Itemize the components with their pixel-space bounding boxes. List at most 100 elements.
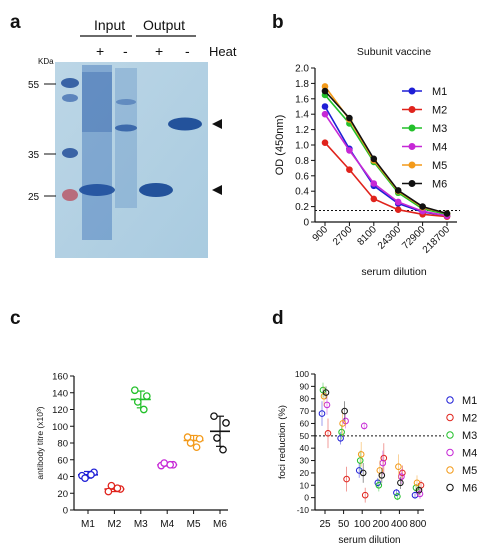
data-point-m6 (419, 203, 426, 210)
lane5-band-40k (168, 117, 202, 131)
data-point-m3 (139, 405, 148, 414)
data-point-m1 (393, 489, 400, 496)
ladder-band-red (62, 189, 78, 201)
x-tick-label: M6 (213, 519, 227, 530)
data-point-m2 (394, 206, 402, 213)
data-point-m2 (346, 166, 353, 173)
x-axis-label: serum dilution (338, 535, 400, 546)
x-tick-label: M1 (81, 519, 95, 530)
titre-chart: 0 20 40 60 80 100 120 140 160 antibody titre (x10… (35, 372, 230, 530)
legend-label: M4 (462, 448, 477, 460)
arrow-25k (212, 185, 222, 195)
y-tick-label: 1.4 (295, 110, 309, 121)
data-point-m3 (142, 392, 151, 400)
data-point-m5 (339, 420, 346, 427)
y-tick-label: 80 (57, 439, 68, 450)
x-tick-label: M3 (134, 519, 148, 530)
y-tick-label: 0 (303, 218, 309, 229)
legend-marker (408, 124, 416, 132)
y-tick-label: 50 (300, 431, 310, 441)
legend-label: M3 (462, 430, 477, 442)
data-point-m5 (320, 392, 328, 400)
data-point-m6 (341, 407, 348, 415)
data-point-m3 (356, 457, 364, 464)
heat-sign-lane4: + (155, 43, 163, 59)
series-line-m2 (324, 142, 448, 218)
data-point-m3 (130, 386, 139, 395)
data-point-m4 (346, 147, 353, 154)
legend-marker (446, 448, 454, 457)
panel-letter-a: a (10, 12, 21, 33)
data-point-m5 (321, 83, 329, 90)
legend-marker (446, 483, 454, 492)
x-tick-label: M4 (160, 519, 174, 530)
panel-letter-d: d (272, 308, 284, 329)
x-tick-label: 50 (338, 519, 350, 530)
data-point-m5 (395, 463, 402, 471)
data-point-m4 (394, 198, 402, 206)
data-point-m5 (357, 451, 365, 458)
legend-marker (408, 143, 416, 150)
y-tick-label: 160 (52, 372, 68, 383)
data-point-m6 (415, 486, 423, 494)
heat-sign-lane5: - (185, 43, 190, 59)
y-tick-label: 10 (300, 480, 310, 490)
legend-label: M2 (462, 413, 477, 425)
lane-number-5: 5 (182, 259, 189, 273)
legend-label: M6 (432, 179, 447, 191)
chart-title: Subunit vaccine (357, 46, 431, 58)
x-tick-label: 24300 (376, 224, 404, 252)
legend-marker (408, 161, 416, 169)
input-label: Input (94, 17, 125, 33)
data-point-m6 (346, 114, 353, 122)
gel-image (55, 62, 208, 258)
series-line-m4 (324, 113, 448, 217)
y-tick-label: 0.2 (295, 202, 309, 213)
marker-25: 25 (28, 192, 40, 203)
data-point-m6 (443, 210, 451, 217)
ladder-band (62, 94, 78, 102)
data-point-m6 (322, 389, 330, 396)
legend-marker (408, 106, 416, 113)
lane3-band-40k (115, 124, 137, 132)
x-tick-label: M2 (107, 519, 121, 530)
heat-sign-lane2: + (96, 43, 104, 59)
marker-55: 55 (28, 80, 40, 91)
x-tick-label: 200 (372, 519, 389, 530)
lane-number-1: 1 (66, 259, 73, 273)
data-point-m2 (104, 487, 113, 496)
y-tick-label: 0 (63, 506, 68, 517)
legend-label: M4 (432, 142, 447, 154)
lane2-smear (82, 65, 112, 240)
data-point-m5 (186, 439, 195, 447)
data-point-m4 (321, 110, 329, 118)
ladder-band (62, 148, 78, 158)
lane-number-3: 3 (122, 259, 129, 273)
data-point-m5 (413, 479, 421, 487)
y-tick-label: 0.8 (295, 156, 309, 167)
y-tick-label: 40 (300, 443, 310, 453)
panel-letter-c: c (10, 308, 21, 329)
data-point-m1 (87, 470, 95, 479)
x-tick-label: 400 (391, 519, 408, 530)
elisa-chart: Subunit vaccine 0 0.2 0.4 0.6 0.8 1.0 1.2 1.4 1.6… (274, 46, 460, 278)
y-tick-label: 30 (300, 456, 310, 466)
x-tick-label: 900 (311, 224, 331, 244)
data-point-m6 (213, 434, 221, 442)
legend-marker (446, 396, 454, 404)
lane-number-4: 4 (152, 259, 159, 273)
lane4-band-25k (139, 183, 173, 197)
y-tick-label: -10 (297, 505, 310, 515)
data-point-m3 (338, 428, 345, 436)
y-tick-label: 0 (304, 493, 309, 503)
y-axis-label: foci reduction (%) (277, 405, 288, 479)
y-tick-label: 1.2 (295, 125, 309, 136)
data-point-m5 (183, 433, 192, 441)
heat-label: Heat (209, 44, 237, 59)
x-tick-label: 800 (410, 519, 427, 530)
x-tick-label: 100 (354, 519, 371, 530)
panel-b: b Subunit vaccine 0 0.2 0.4 0.6 0.8 1.0 1.2 1.4 1… (272, 12, 460, 278)
y-tick-label: 0.6 (295, 171, 309, 182)
legend-marker (446, 413, 454, 422)
